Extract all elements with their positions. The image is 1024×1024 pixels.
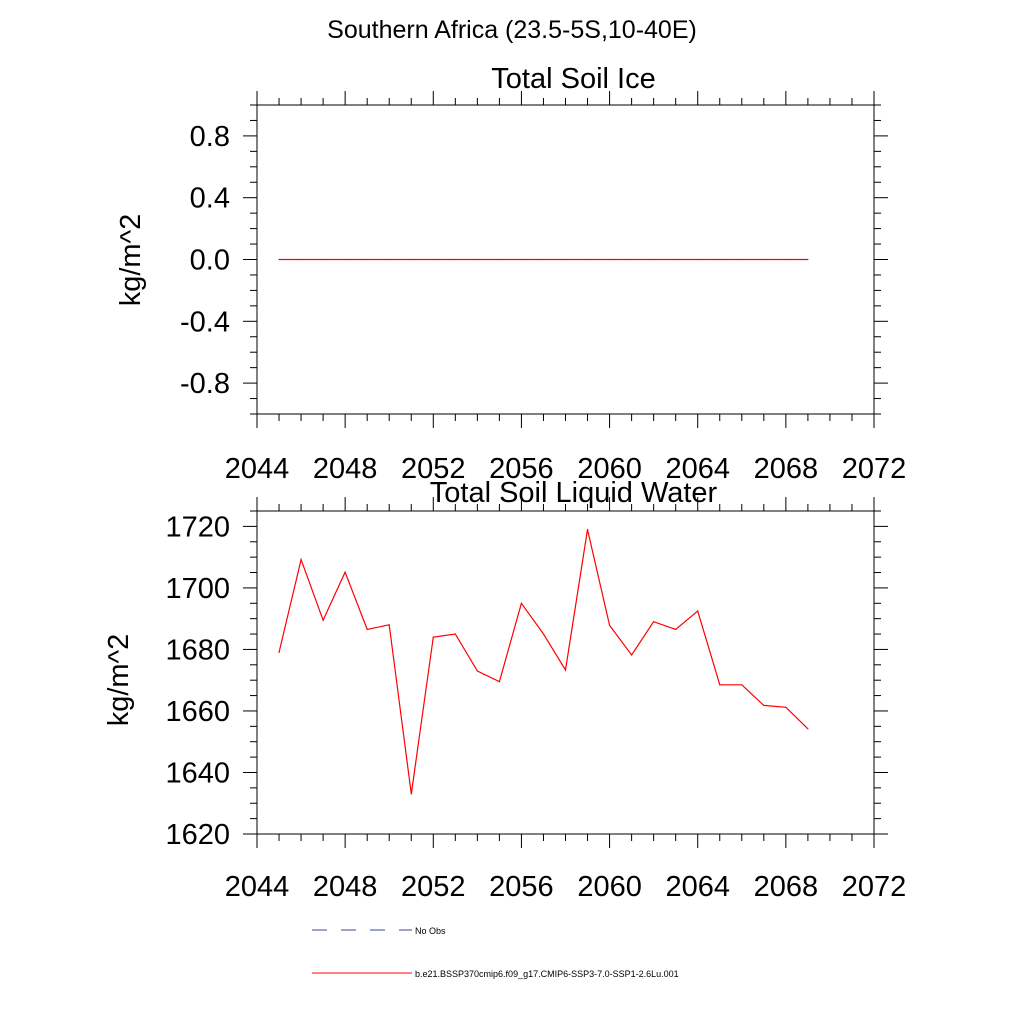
y-tick-label: 1640	[165, 757, 230, 789]
data-point	[454, 633, 456, 635]
data-point	[653, 258, 655, 261]
x-tick-label: 2052	[401, 871, 466, 903]
x-tick-label: 2072	[842, 871, 907, 903]
x-tick-label: 2072	[842, 453, 907, 485]
y-axis-label: kg/m^2	[103, 634, 135, 727]
data-point	[344, 258, 346, 261]
x-tick-label: 2064	[665, 453, 730, 485]
data-point	[675, 258, 677, 261]
data-point	[388, 258, 390, 261]
x-tick-label: 2060	[577, 871, 642, 903]
y-axis-label: kg/m^2	[115, 214, 147, 307]
data-point	[564, 258, 567, 261]
data-point	[785, 258, 787, 261]
data-point	[278, 258, 280, 261]
data-point	[300, 559, 302, 561]
data-point	[278, 651, 280, 654]
chart-panel-1: Total Soil Ice kg/m^2 2044 2048 2052 2056 2060…	[115, 63, 906, 485]
legend-label: No Obs	[415, 926, 446, 936]
data-point	[697, 610, 699, 612]
data-point	[410, 258, 412, 261]
legend-label: b.e21.BSSP370cmip6.f09_g17.CMIP6-SSP3-7.…	[415, 969, 679, 979]
x-tick-label: 2060	[577, 453, 642, 485]
data-point	[520, 258, 523, 261]
x-tick-label: 2068	[754, 453, 819, 485]
data-point	[432, 636, 434, 638]
data-point	[432, 258, 434, 261]
data-point	[454, 258, 456, 261]
x-tick-label: 2044	[225, 453, 290, 485]
data-point	[741, 258, 743, 261]
y-tick-label: 1700	[165, 573, 230, 605]
x-tick-label: 2068	[754, 871, 819, 903]
y-tick-label: -0.4	[180, 306, 230, 338]
data-point	[719, 684, 721, 686]
data-point	[564, 669, 567, 671]
x-tick-label: 2064	[665, 871, 730, 903]
x-tick-label: 2056	[489, 871, 554, 903]
x-tick-label: 2048	[313, 453, 378, 485]
y-tick-label: 0.8	[190, 121, 230, 153]
data-point	[697, 258, 699, 261]
data-point	[741, 684, 743, 686]
data-point	[631, 258, 633, 261]
chart-title: Total Soil Ice	[491, 63, 655, 95]
x-tick-label: 2052	[401, 453, 466, 485]
y-tick-label: 1680	[165, 634, 230, 666]
data-point	[498, 681, 500, 683]
data-point	[388, 624, 390, 626]
data-point	[763, 704, 765, 707]
data-point	[520, 602, 523, 604]
plot-frame	[256, 510, 875, 835]
data-point	[719, 258, 721, 261]
chart-title: Total Soil Liquid Water	[430, 477, 718, 509]
data-point	[476, 670, 478, 672]
data-point	[542, 258, 545, 261]
data-point	[586, 258, 589, 261]
data-point	[366, 258, 368, 261]
series-line	[278, 529, 809, 795]
y-tick-label: 1620	[165, 819, 230, 851]
data-point	[608, 258, 611, 261]
data-point	[807, 728, 809, 730]
data-point	[631, 654, 633, 656]
x-tick-label: 2056	[489, 453, 554, 485]
data-point	[344, 571, 346, 573]
data-point	[586, 528, 589, 531]
data-point	[763, 258, 765, 261]
data-point	[322, 258, 324, 261]
legend: No Obs b.e21.BSSP370cmip6.f09_g17.CMIP6-S…	[312, 926, 679, 979]
data-point	[476, 258, 478, 261]
data-point	[675, 628, 677, 631]
data-point	[366, 628, 368, 631]
page-title: Southern Africa (23.5-5S,10-40E)	[327, 16, 697, 44]
data-point	[322, 619, 324, 621]
data-point	[300, 258, 302, 261]
x-tick-label: 2048	[313, 871, 378, 903]
x-tick-label: 2044	[225, 871, 290, 903]
chart-panel-2: Total Soil Liquid Water kg/m^2 2044 2048 205…	[103, 477, 906, 903]
data-point	[785, 706, 787, 708]
y-tick-label: 1660	[165, 696, 230, 728]
data-point	[608, 624, 611, 627]
y-tick-label: 1720	[165, 511, 230, 543]
data-point	[498, 258, 500, 261]
y-tick-label: -0.8	[180, 368, 230, 400]
data-point	[653, 621, 655, 623]
y-tick-label: 0.4	[190, 183, 230, 215]
data-point	[410, 793, 412, 795]
y-tick-label: 0.0	[190, 245, 230, 277]
data-point	[542, 633, 545, 635]
data-point	[807, 258, 809, 261]
